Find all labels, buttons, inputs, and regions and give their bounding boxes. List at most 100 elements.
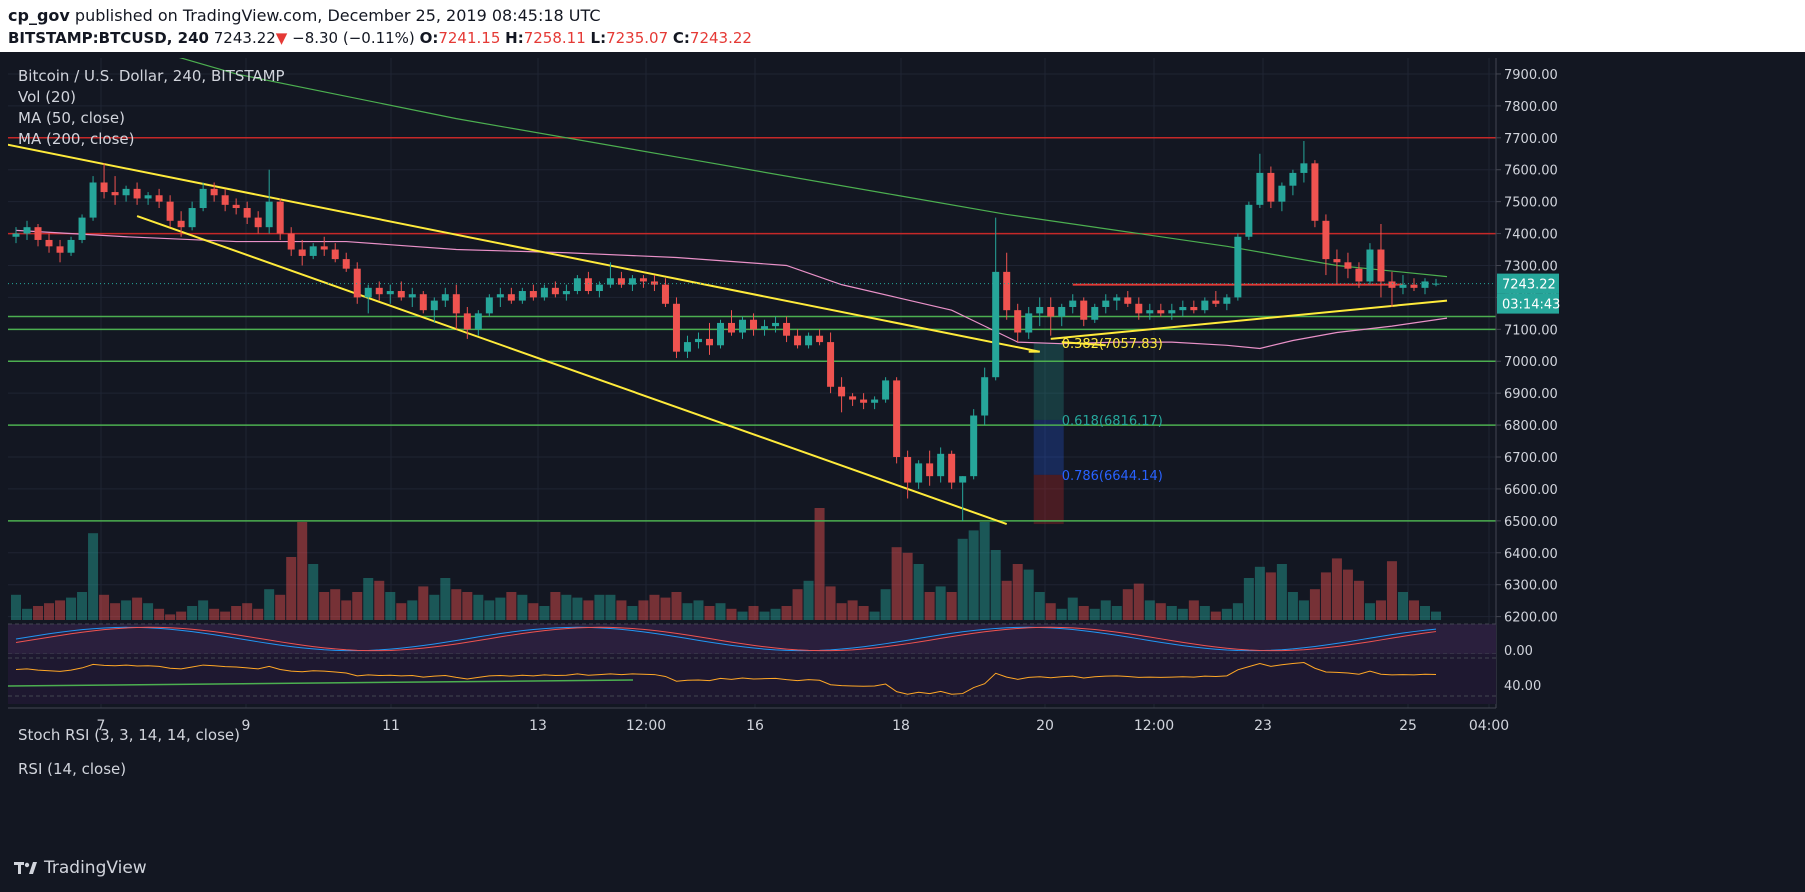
volume-bar <box>1408 600 1419 620</box>
volume-bar <box>407 600 418 620</box>
candle-body <box>1366 249 1374 282</box>
volume-bar <box>1353 580 1364 620</box>
volume-bar <box>902 552 913 620</box>
volume-bar <box>55 600 66 620</box>
candle-body <box>1344 262 1352 269</box>
legend-volume[interactable]: Vol (20) <box>18 88 77 106</box>
price-tick-label: 7900.00 <box>1504 68 1558 83</box>
low-label: L: <box>590 29 607 47</box>
candle-body <box>904 457 912 483</box>
candle-body <box>1201 300 1209 311</box>
volume-bar <box>1265 572 1276 620</box>
candle-body <box>397 291 405 298</box>
time-tick-label: 23 <box>1254 718 1272 734</box>
candle-body <box>1300 163 1308 173</box>
candle-body <box>694 338 702 343</box>
stoch-d-line <box>15 626 1437 652</box>
candle-body <box>816 335 824 343</box>
fib-label: 0.382(7057.83) <box>1062 337 1163 352</box>
candle-body <box>89 182 97 218</box>
candle-body <box>595 284 603 292</box>
volume-bar <box>1089 608 1100 620</box>
candle-body <box>871 399 879 403</box>
stoch-rsi-label[interactable]: Stoch RSI (3, 3, 14, 14, close) <box>18 726 240 744</box>
candle-body <box>750 319 758 330</box>
volume-bar <box>990 550 1001 620</box>
time-tick-label: 04:00 <box>1469 718 1509 734</box>
volume-bar <box>220 611 231 620</box>
volume-bar <box>1023 569 1034 620</box>
candle-body <box>1190 306 1198 311</box>
tradingview-logo-icon <box>14 862 37 874</box>
trend-line <box>1061 341 1106 347</box>
volume-bar <box>242 603 253 620</box>
price-tick-label: 7600.00 <box>1504 164 1558 179</box>
candle-body <box>67 239 75 253</box>
candle-body <box>1025 313 1033 333</box>
tradingview-logo[interactable]: TradingView <box>14 858 147 878</box>
price-tick-label: 6800.00 <box>1504 419 1558 434</box>
legend-ma200[interactable]: MA (200, close) <box>18 130 135 148</box>
candle-body <box>23 227 31 234</box>
volume-bar <box>979 522 990 620</box>
volume-bar <box>858 606 869 620</box>
fib-label: 0.618(6816.17) <box>1062 414 1163 429</box>
candle-body <box>728 322 736 333</box>
candle-body <box>1212 300 1220 304</box>
candle-body <box>772 322 780 327</box>
candle-body <box>639 278 647 282</box>
chart-legend: Bitcoin / U.S. Dollar, 240, BITSTAMP Vol… <box>18 66 285 150</box>
candle-body <box>1311 163 1319 221</box>
volume-bar <box>1133 583 1144 620</box>
author-name[interactable]: cp_gov <box>8 6 70 25</box>
legend-ma50[interactable]: MA (50, close) <box>18 109 125 127</box>
candle-body <box>1124 297 1132 304</box>
candle-body <box>199 188 207 209</box>
chart-area[interactable]: 0.382(7057.83) 0.618(6816.17) 0.786(6644.1… <box>4 9 1803 843</box>
candle-body <box>1234 236 1242 298</box>
candle-body <box>1388 281 1396 288</box>
volume-bar <box>935 586 946 620</box>
candle-body <box>1157 310 1165 314</box>
candle-series <box>12 140 1440 521</box>
rsi-axis-label: 40.00 <box>1504 679 1541 694</box>
rsi-label[interactable]: RSI (14, close) <box>18 760 127 778</box>
candle-body <box>827 342 835 387</box>
time-tick-label: 13 <box>529 718 547 734</box>
volume-bar <box>1144 600 1155 620</box>
candle-body <box>243 208 251 218</box>
volume-bar <box>198 600 209 620</box>
candle-body <box>265 201 273 228</box>
candle-body <box>1168 310 1176 314</box>
price-tick-label: 6500.00 <box>1504 515 1558 530</box>
candle-body <box>1267 172 1275 202</box>
price-tick-label: 7700.00 <box>1504 132 1558 147</box>
price-tick-label: 6900.00 <box>1504 387 1558 402</box>
candle-body <box>496 294 504 298</box>
candle-body <box>970 415 978 477</box>
price-tick-label: 6700.00 <box>1504 451 1558 466</box>
candle-body <box>56 246 64 253</box>
price-chart[interactable]: 0.382(7057.83) 0.618(6816.17) 0.786(6644.1… <box>4 9 1803 843</box>
volume-bar <box>891 547 902 620</box>
volume-bar <box>1309 589 1320 620</box>
volume-bar <box>1067 597 1078 620</box>
stoch-axis-label: 0.00 <box>1504 644 1533 659</box>
candle-body <box>915 463 923 483</box>
timer-badge-text: 03:14:43 <box>1502 298 1560 313</box>
volume-bar <box>638 600 649 620</box>
candle-body <box>309 246 317 256</box>
high-value: 7258.11 <box>523 29 586 47</box>
volume-bar <box>231 606 242 620</box>
volume-bar <box>1364 603 1375 620</box>
candle-body <box>540 287 548 298</box>
candle-body <box>838 386 846 397</box>
trend-lines <box>4 143 1448 525</box>
candle-body <box>1256 172 1264 205</box>
volume-bar <box>836 603 847 620</box>
candle-body <box>1146 310 1154 314</box>
candle-body <box>144 195 152 199</box>
candle-body <box>34 227 42 240</box>
candle-body <box>177 220 185 228</box>
price-tick-label: 7500.00 <box>1504 196 1558 211</box>
